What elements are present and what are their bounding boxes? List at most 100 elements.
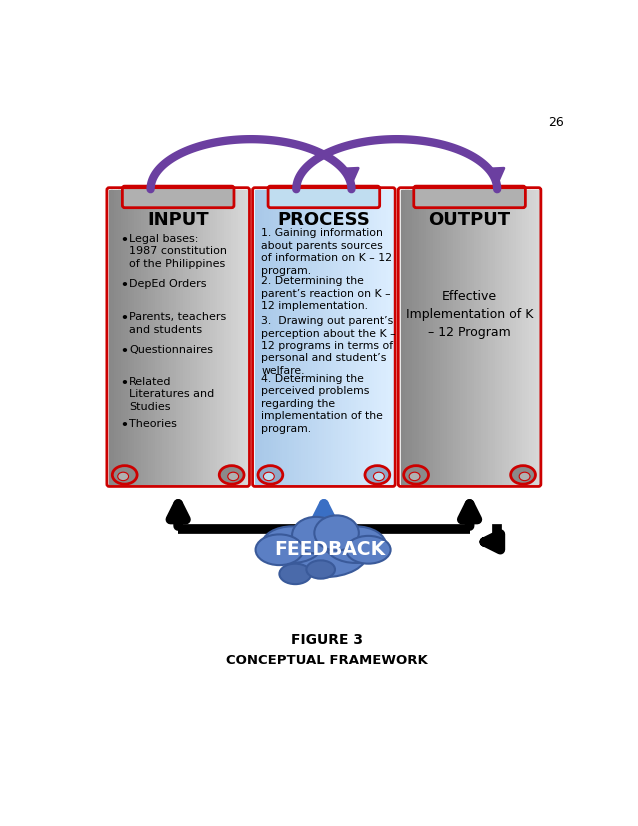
Bar	[458, 190, 461, 484]
Bar	[255, 190, 258, 484]
Bar	[185, 190, 188, 484]
Text: Effective
Implementation of K
– 12 Program: Effective Implementation of K – 12 Progr…	[406, 290, 533, 339]
Bar	[211, 190, 213, 484]
Bar	[181, 190, 183, 484]
Bar	[389, 190, 391, 484]
Bar	[125, 190, 128, 484]
Bar	[303, 190, 306, 484]
Bar	[137, 190, 140, 484]
Text: 2. Determining the
parent’s reaction on K –
12 implementation.: 2. Determining the parent’s reaction on …	[261, 276, 390, 311]
Bar	[405, 190, 408, 484]
Bar	[324, 190, 327, 484]
Bar	[215, 190, 218, 484]
Bar	[176, 190, 179, 484]
Ellipse shape	[404, 466, 429, 484]
Bar	[534, 190, 537, 484]
Bar	[474, 190, 477, 484]
Ellipse shape	[228, 472, 239, 481]
Text: Legal bases:
1987 constitution
of the Philippines: Legal bases: 1987 constitution of the Ph…	[130, 234, 227, 268]
Bar	[123, 190, 126, 484]
Bar	[330, 190, 334, 484]
Bar	[501, 190, 505, 484]
Bar	[372, 190, 375, 484]
Bar	[262, 190, 265, 484]
Bar	[116, 190, 119, 484]
Ellipse shape	[118, 472, 129, 481]
Bar	[171, 190, 174, 484]
Bar	[366, 190, 368, 484]
Bar	[531, 190, 535, 484]
Bar	[490, 190, 493, 484]
Bar	[356, 190, 359, 484]
Bar	[276, 190, 278, 484]
Bar	[151, 190, 153, 484]
Bar	[146, 190, 149, 484]
Bar	[377, 190, 380, 484]
Bar	[440, 190, 442, 484]
Bar	[401, 190, 403, 484]
Bar	[132, 190, 135, 484]
Bar	[139, 190, 142, 484]
Bar	[308, 190, 311, 484]
Bar	[204, 190, 206, 484]
Bar	[415, 190, 417, 484]
Bar	[326, 190, 329, 484]
Ellipse shape	[256, 534, 303, 565]
Bar	[201, 190, 204, 484]
Text: Parents, teachers
and students: Parents, teachers and students	[130, 312, 226, 335]
Bar	[352, 190, 354, 484]
Bar	[165, 190, 167, 484]
Bar	[516, 190, 518, 484]
Bar	[438, 190, 440, 484]
Bar	[271, 190, 274, 484]
Bar	[135, 190, 137, 484]
Bar	[451, 190, 454, 484]
Bar	[511, 190, 514, 484]
Bar	[194, 190, 197, 484]
Text: Theories: Theories	[130, 419, 177, 429]
Ellipse shape	[519, 472, 530, 481]
Bar	[428, 190, 431, 484]
Ellipse shape	[409, 472, 420, 481]
Bar	[461, 190, 463, 484]
Bar	[513, 190, 516, 484]
Bar	[153, 190, 156, 484]
Bar	[349, 190, 352, 484]
Bar	[294, 190, 297, 484]
Bar	[447, 190, 449, 484]
Bar	[280, 190, 283, 484]
Ellipse shape	[262, 526, 322, 563]
Ellipse shape	[510, 466, 535, 484]
Bar	[433, 190, 436, 484]
Bar	[500, 190, 502, 484]
Bar	[338, 190, 340, 484]
Bar	[178, 190, 181, 484]
Bar	[155, 190, 158, 484]
Bar	[421, 190, 424, 484]
Bar	[520, 190, 523, 484]
Bar	[235, 190, 239, 484]
Bar	[484, 190, 486, 484]
Bar	[174, 190, 176, 484]
Bar	[537, 190, 539, 484]
Bar	[507, 190, 509, 484]
FancyBboxPatch shape	[268, 186, 380, 207]
Bar	[317, 190, 320, 484]
Bar	[219, 190, 222, 484]
Bar	[383, 190, 387, 484]
FancyBboxPatch shape	[414, 186, 525, 207]
Bar	[226, 190, 229, 484]
Bar	[417, 190, 419, 484]
Bar	[456, 190, 459, 484]
Ellipse shape	[279, 563, 311, 584]
Bar	[382, 190, 384, 484]
Bar	[222, 190, 225, 484]
Bar	[477, 190, 479, 484]
Bar	[162, 190, 165, 484]
Bar	[481, 190, 484, 484]
Ellipse shape	[280, 529, 367, 577]
Ellipse shape	[315, 515, 359, 550]
Bar	[301, 190, 304, 484]
Bar	[518, 190, 521, 484]
Bar	[444, 190, 447, 484]
